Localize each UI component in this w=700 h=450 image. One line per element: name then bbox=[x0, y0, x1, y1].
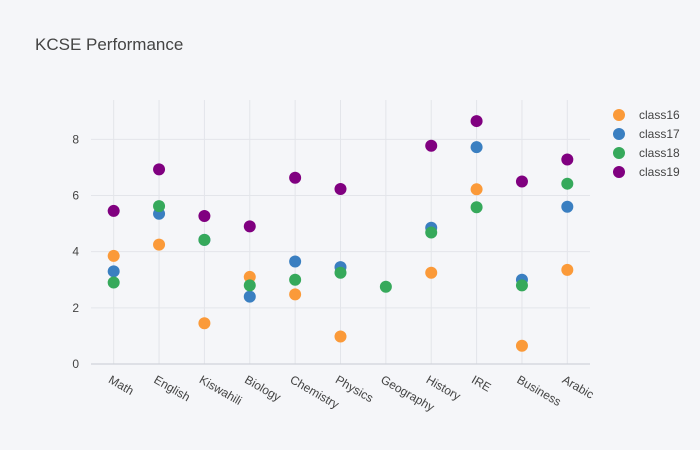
data-point-class18[interactable] bbox=[334, 266, 347, 279]
data-point-class16[interactable] bbox=[515, 339, 528, 352]
data-point-class19[interactable] bbox=[289, 171, 302, 184]
data-point-class16[interactable] bbox=[243, 270, 256, 283]
data-point-class17[interactable] bbox=[107, 265, 120, 278]
data-point-class16[interactable] bbox=[470, 183, 483, 196]
data-point-class16[interactable] bbox=[425, 266, 438, 279]
legend-label: class19 bbox=[639, 165, 680, 179]
data-point-class19[interactable] bbox=[243, 220, 256, 233]
legend-marker bbox=[613, 147, 625, 159]
x-tick-label: Arabic bbox=[560, 372, 596, 401]
data-point-class18[interactable] bbox=[153, 200, 166, 213]
y-axis-ticks: 0 2 4 6 8 bbox=[72, 132, 79, 371]
data-point-class17[interactable] bbox=[470, 141, 483, 154]
data-point-class19[interactable] bbox=[334, 183, 347, 196]
data-point-class17[interactable] bbox=[289, 255, 302, 268]
data-point-class18[interactable] bbox=[243, 279, 256, 292]
data-point-class17[interactable] bbox=[243, 290, 256, 303]
x-tick-label: Biology bbox=[242, 372, 283, 404]
data-point-class17[interactable] bbox=[561, 200, 574, 213]
data-point-class18[interactable] bbox=[515, 279, 528, 292]
y-tick-label: 2 bbox=[72, 301, 79, 315]
data-point-class18[interactable] bbox=[470, 201, 483, 214]
legend-item-class19[interactable]: class19 bbox=[613, 165, 680, 179]
data-point-class16[interactable] bbox=[334, 330, 347, 343]
data-point-class19[interactable] bbox=[561, 153, 574, 166]
y-tick-label: 6 bbox=[72, 188, 79, 202]
x-tick-label: Kiswahili bbox=[197, 372, 244, 407]
data-point-class19[interactable] bbox=[470, 115, 483, 128]
data-point-class19[interactable] bbox=[107, 204, 120, 217]
x-tick-label: Chemistry bbox=[288, 372, 342, 411]
y-tick-label: 8 bbox=[72, 132, 79, 146]
y-tick-label: 0 bbox=[72, 357, 79, 371]
legend-item-class18[interactable]: class18 bbox=[613, 146, 680, 160]
legend-item-class17[interactable]: class17 bbox=[613, 127, 680, 141]
grid-lines bbox=[91, 100, 590, 365]
data-point-class18[interactable] bbox=[289, 273, 302, 286]
data-point-class19[interactable] bbox=[153, 163, 166, 176]
legend-label: class17 bbox=[639, 127, 680, 141]
legend-label: class16 bbox=[639, 108, 680, 122]
x-tick-label: Business bbox=[514, 372, 563, 408]
data-point-class18[interactable] bbox=[561, 177, 574, 190]
legend[interactable]: class16 class17 class18 class19 bbox=[613, 108, 680, 179]
data-point-class18[interactable] bbox=[107, 276, 120, 289]
data-point-class16[interactable] bbox=[289, 288, 302, 301]
data-point-class18[interactable] bbox=[425, 226, 438, 239]
x-tick-label: Math bbox=[106, 372, 136, 397]
data-points bbox=[107, 115, 574, 352]
data-point-class19[interactable] bbox=[515, 175, 528, 188]
legend-marker bbox=[613, 109, 625, 121]
x-tick-label: English bbox=[152, 372, 193, 404]
data-point-class16[interactable] bbox=[198, 317, 211, 330]
legend-marker bbox=[613, 166, 625, 178]
legend-item-class16[interactable]: class16 bbox=[613, 108, 680, 122]
data-point-class18[interactable] bbox=[198, 233, 211, 246]
chart-title: KCSE Performance bbox=[35, 35, 183, 54]
data-point-class16[interactable] bbox=[561, 263, 574, 276]
data-point-class16[interactable] bbox=[107, 249, 120, 262]
data-point-class19[interactable] bbox=[198, 209, 211, 222]
legend-marker bbox=[613, 128, 625, 140]
x-tick-label: IRE bbox=[469, 372, 493, 394]
data-point-class16[interactable] bbox=[153, 238, 166, 251]
data-point-class18[interactable] bbox=[379, 280, 392, 293]
legend-label: class18 bbox=[639, 146, 680, 160]
data-point-class19[interactable] bbox=[425, 139, 438, 152]
y-tick-label: 4 bbox=[72, 245, 79, 259]
